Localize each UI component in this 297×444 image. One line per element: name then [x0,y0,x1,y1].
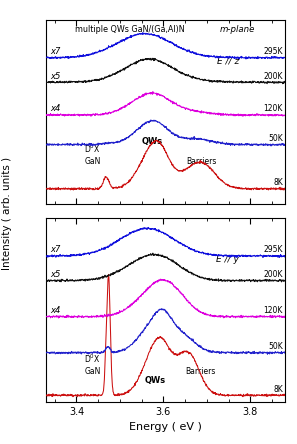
Text: 8K: 8K [273,178,283,187]
Text: 200K: 200K [263,71,283,81]
Text: QWs: QWs [144,377,165,385]
Text: 295K: 295K [263,245,283,254]
Text: x7: x7 [50,245,61,254]
Text: x7: x7 [50,47,61,56]
Text: x4: x4 [50,104,61,113]
X-axis label: Energy ( eV ): Energy ( eV ) [129,422,202,432]
Text: QWs: QWs [142,137,163,146]
Text: 50K: 50K [268,342,283,351]
Text: Barriers: Barriers [185,367,216,376]
Text: D$^0$X
GaN: D$^0$X GaN [84,353,101,376]
Text: x4: x4 [50,306,61,315]
Text: D$^0$X
GaN: D$^0$X GaN [84,143,101,166]
Text: 120K: 120K [263,104,283,113]
Text: 295K: 295K [263,47,283,56]
Text: 120K: 120K [263,306,283,315]
Text: 200K: 200K [263,270,283,279]
Text: x5: x5 [50,270,61,279]
Text: m-plane: m-plane [219,25,255,35]
Text: 50K: 50K [268,134,283,143]
Text: E // z: E // z [217,57,239,66]
Text: 8K: 8K [273,385,283,394]
Text: multiple QWs GaN/(Ga,Al)N: multiple QWs GaN/(Ga,Al)N [75,25,184,35]
Text: x5: x5 [50,71,61,81]
Text: Barriers: Barriers [187,157,217,166]
Text: E // y: E // y [216,255,239,264]
Text: Intensity ( arb. units ): Intensity ( arb. units ) [2,157,12,270]
